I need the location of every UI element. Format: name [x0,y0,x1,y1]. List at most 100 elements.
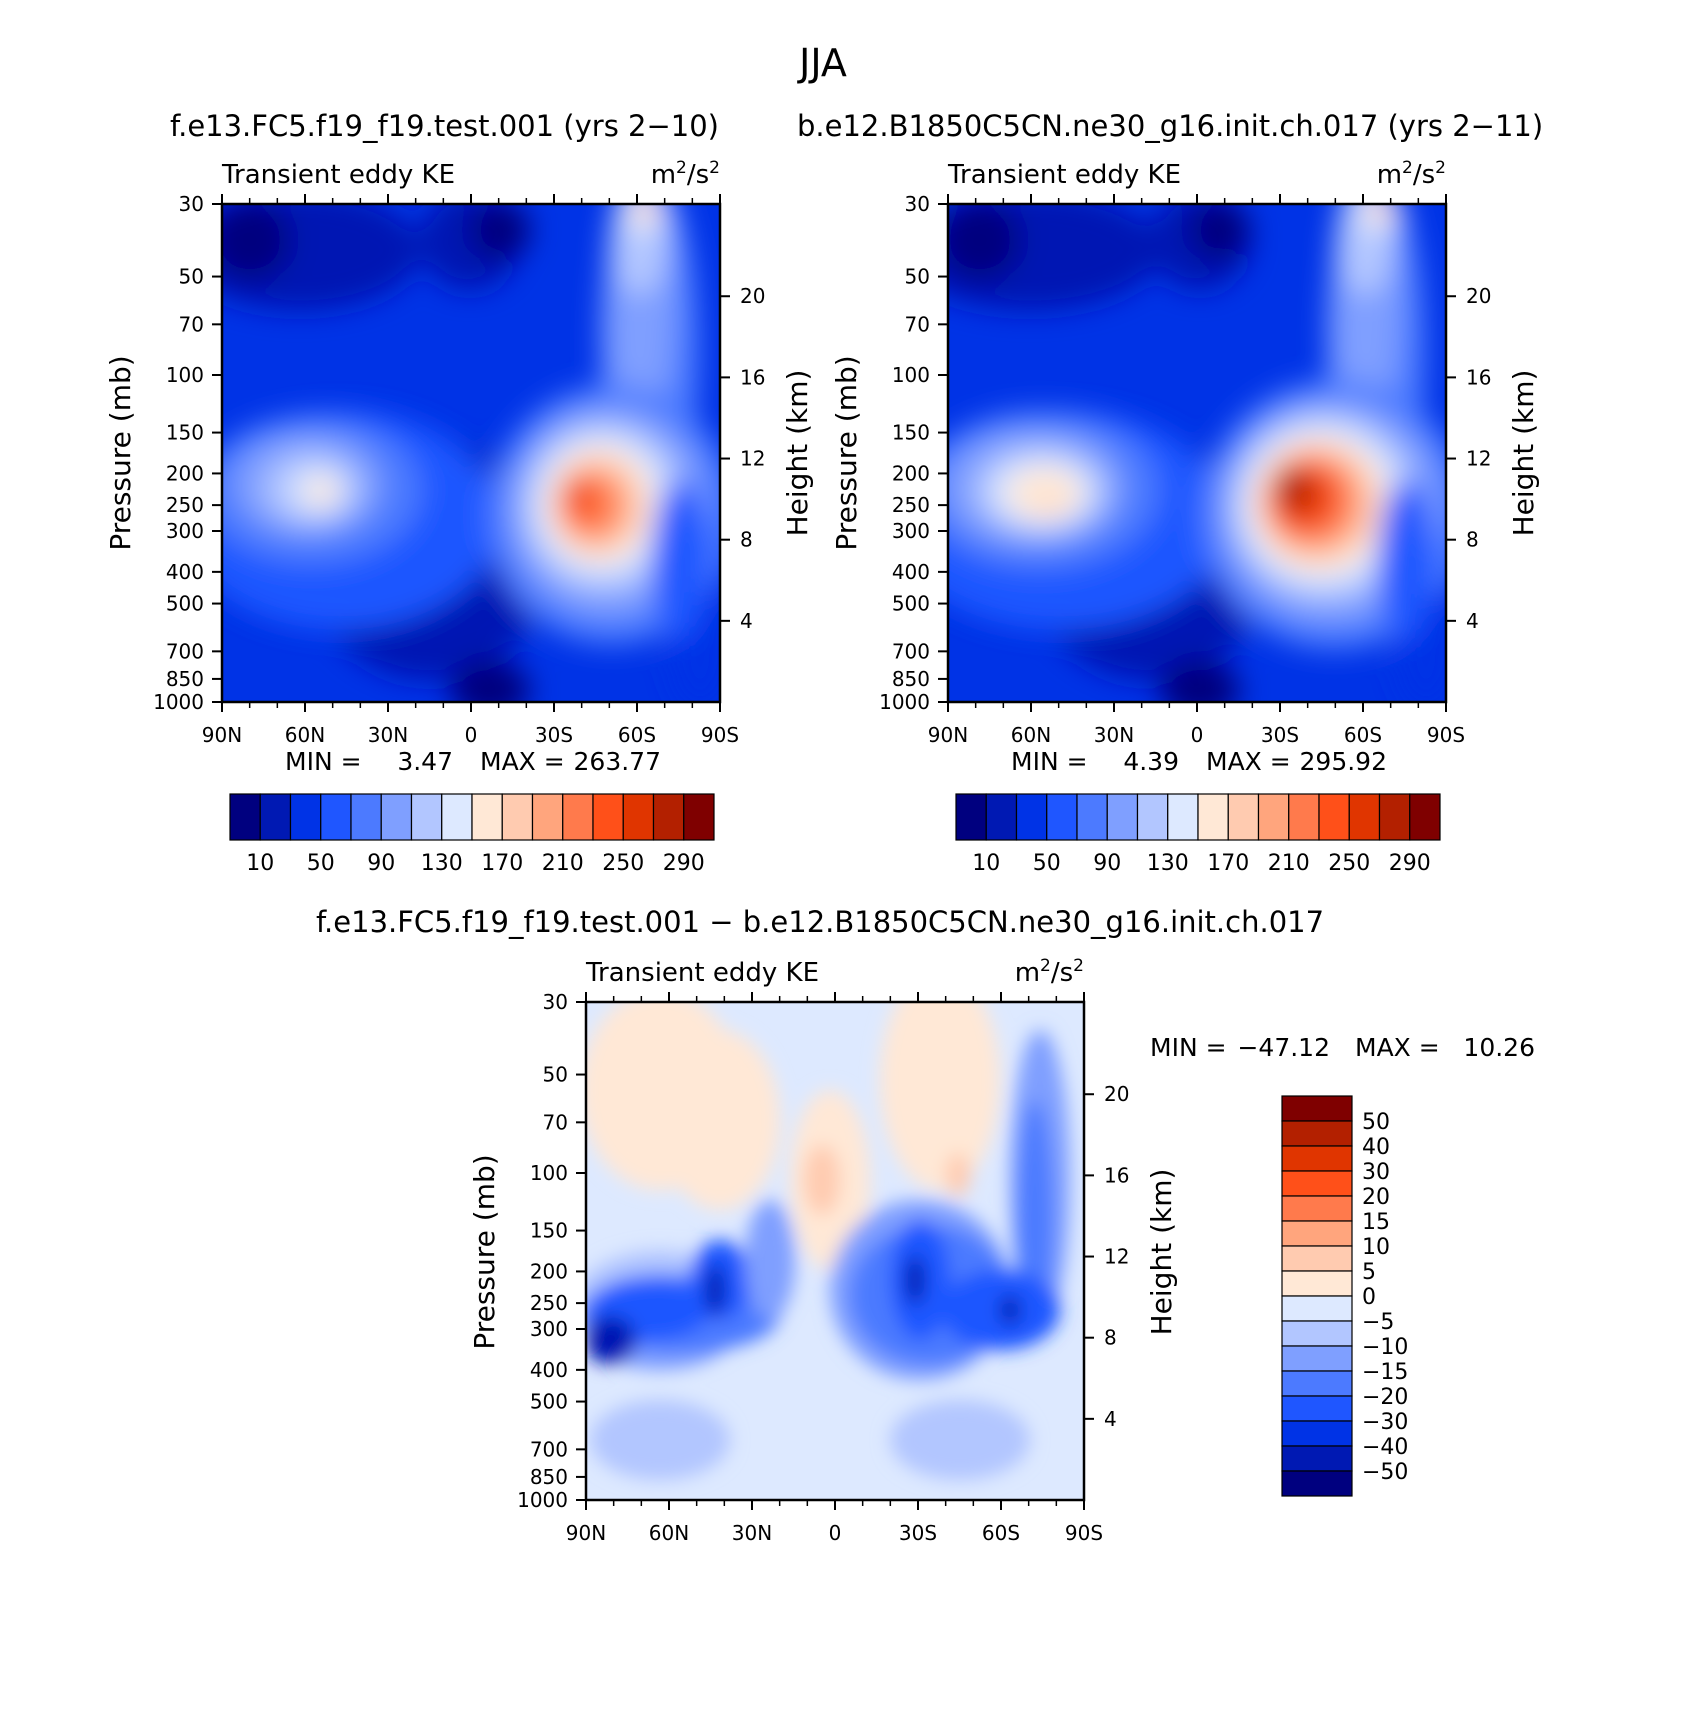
x-tick-label: 60N [285,723,325,747]
y-tick-label: 850 [166,667,204,691]
colorbar-label: 50 [307,851,335,876]
panel-c-max-label: MAX = [1355,1033,1440,1062]
colorbar-swatch [1257,793,1290,841]
y-tick-label: 300 [892,519,930,543]
colorbar-swatch [1046,793,1078,841]
colorbar-swatch [1281,1270,1353,1297]
x-tick-label: 90N [566,1521,606,1545]
x-tick-label: 30S [899,1521,937,1545]
colorbar-label: 20 [1362,1185,1390,1210]
main-title: JJA [797,41,847,85]
colorbar-swatch [1281,1470,1353,1497]
colorbar-swatch [1015,793,1048,841]
panel-c-min-label: MIN = [1150,1033,1227,1062]
colorbar-label: 15 [1362,1210,1390,1235]
top-title-left: f.e13.FC5.f19_f19.test.001 (yrs 2−10) [170,109,719,143]
y2-tick-label: 8 [1104,1326,1117,1350]
y-tick-label: 850 [892,667,930,691]
colorbar-swatch [1136,793,1169,841]
colorbar-swatch [652,793,685,841]
panel-b-title: Transient eddy KE [947,160,1181,190]
y-tick-label: 1000 [153,690,204,714]
y-tick-label: 150 [166,421,204,445]
colorbar-swatch [1281,1445,1353,1472]
y2-tick-label: 12 [1466,447,1491,471]
colorbar-swatch [1409,793,1441,841]
x-tick-label: 90S [701,723,739,747]
x-tick-label: 60N [649,1521,689,1545]
panel-b-y2label: Height (km) [1507,370,1540,537]
colorbar-label: 10 [972,851,1000,876]
x-tick-label: 30S [1261,723,1299,747]
colorbar-label: 130 [1147,851,1189,876]
panel-a-axes: 90N 60N 30N 0 30S 60S 90S 30 50 70 100 150 200 250300… [153,192,765,747]
colorbar-label: 170 [1207,851,1249,876]
panel-c-title: Transient eddy KE [585,958,819,988]
colorbar-label: −20 [1362,1385,1408,1410]
y2-tick-label: 4 [740,609,753,633]
y-tick-label: 70 [543,1110,568,1134]
y2-tick-label: 12 [1104,1245,1129,1269]
colorbar-label: 30 [1362,1160,1390,1185]
panel-b-colorbar: 10 50 90 130 170 210 250 290 [955,793,1441,876]
colorbar-swatch [320,793,352,841]
x-tick-label: 60S [982,1521,1020,1545]
colorbar-swatch [1281,1145,1353,1172]
colorbar-swatch [229,793,261,841]
colorbar-swatch [592,793,624,841]
y-tick-label: 150 [892,421,930,445]
colorbar-label: −10 [1362,1335,1408,1360]
panel-a-min-label: MIN = [285,747,362,776]
y-tick-label: 300 [166,519,204,543]
colorbar-swatch [1281,1320,1353,1347]
colorbar-label: −40 [1362,1435,1408,1460]
panel-a-y2label: Height (km) [781,370,814,537]
colorbar-swatch [531,793,564,841]
x-tick-label: 60N [1011,723,1051,747]
colorbar-swatch [1348,793,1381,841]
panel-a-max-label: MAX = [480,747,565,776]
colorbar-label: 130 [421,851,463,876]
y-tick-label: 500 [166,592,204,616]
panel-a-units: m2/s2 [651,158,720,190]
x-tick-label: 90N [202,723,242,747]
colorbar-swatch [259,793,292,841]
colorbar-swatch [985,793,1018,841]
colorbar-swatch [380,793,413,841]
panel-c-max-value: 10.26 [1463,1033,1535,1062]
y-tick-label: 100 [166,363,204,387]
y-tick-label: 200 [892,461,930,485]
y-tick-label: 50 [543,1063,568,1087]
y-tick-label: 30 [543,990,568,1014]
x-tick-label: 30S [535,723,573,747]
panel-c-ylabel: Pressure (mb) [468,1154,501,1349]
y-tick-label: 250 [892,493,930,517]
colorbar-swatch [1281,1370,1353,1397]
y-tick-label: 700 [530,1437,568,1461]
y2-tick-label: 16 [1104,1163,1129,1187]
colorbar-swatch [410,793,443,841]
colorbar-swatch [1227,793,1260,841]
y-tick-label: 1000 [879,690,930,714]
y-tick-label: 50 [179,265,204,289]
x-tick-label: 60S [618,723,656,747]
y2-tick-label: 4 [1466,609,1479,633]
colorbar-label: 250 [1328,851,1370,876]
panel-c-field [586,1002,1084,1500]
y-tick-label: 500 [530,1390,568,1414]
colorbar-label: 290 [663,851,705,876]
colorbar-swatch [1288,793,1320,841]
colorbar-label: 290 [1389,851,1431,876]
colorbar-swatch [1318,793,1350,841]
colorbar-swatch [1281,1420,1353,1447]
panel-a-ylabel: Pressure (mb) [104,355,137,550]
diff-title: f.e13.FC5.f19_f19.test.001 − b.e12.B1850… [316,905,1324,939]
colorbar-swatch [501,793,534,841]
x-tick-label: 90N [928,723,968,747]
y-tick-label: 250 [166,493,204,517]
x-tick-label: 0 [1191,723,1204,747]
panel-c: Transient eddy KE m2/s2 [468,956,1535,1545]
colorbar-label: 0 [1362,1285,1376,1310]
panel-b-units: m2/s2 [1377,158,1446,190]
